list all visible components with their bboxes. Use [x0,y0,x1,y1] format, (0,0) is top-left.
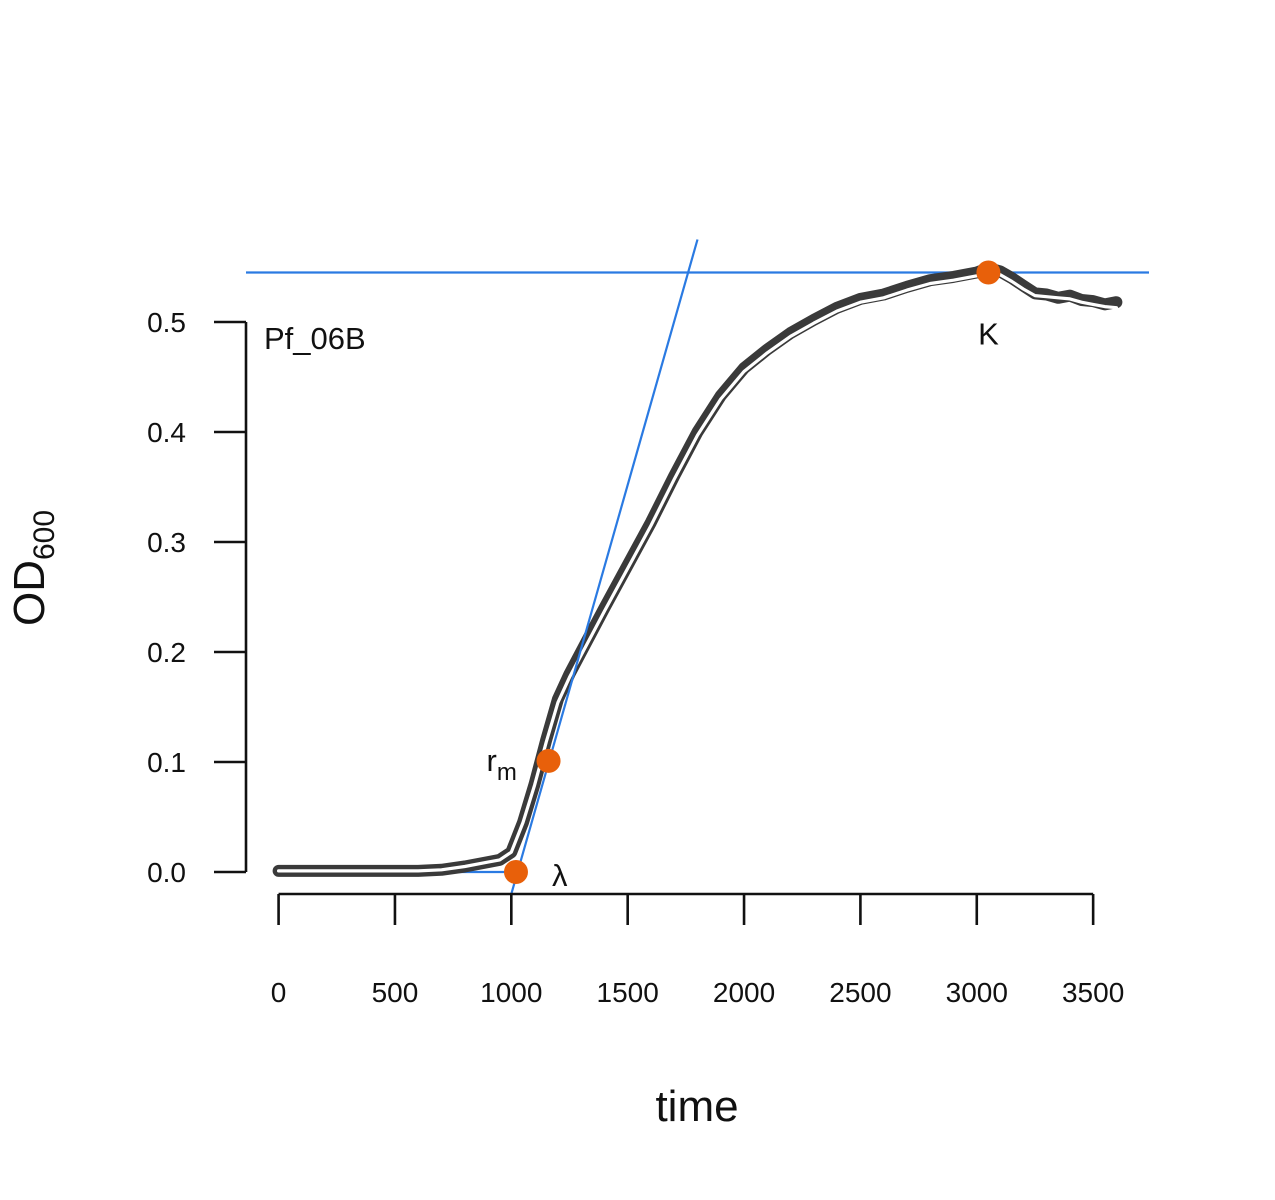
panel-label: Pf_06B [264,321,366,356]
x-tick-label: 1500 [597,977,659,1008]
y-tick-label: 0.5 [147,307,186,338]
key-point-label-lambda: λ [552,858,568,893]
x-tick-label: 2000 [713,977,775,1008]
y-axis-title-main: OD [5,560,54,626]
observed-series-line [272,262,1123,877]
fitted-series-line [277,270,1118,873]
key-point-rm [536,748,561,773]
x-axis: 0 500 1000 1500 2000 2500 3000 3500 [271,892,1124,1008]
x-tick-label: 2500 [829,977,891,1008]
x-tick-label: 0 [271,977,287,1008]
key-point-k [976,260,1001,285]
max-rate-tangent-line [510,239,699,895]
y-tick-label: 0.0 [147,857,186,888]
key-point-label-sub: m [497,759,517,786]
y-tick-label: 0.2 [147,637,186,668]
x-axis-title: time [655,1082,738,1131]
x-tick-label: 1000 [480,977,542,1008]
y-axis-title-subscript: 600 [28,510,61,560]
y-tick-label: 0.3 [147,527,186,558]
y-axis: 0.0 0.1 0.2 0.3 0.4 0.5 [147,307,248,888]
key-point-label-main: λ [552,858,568,893]
key-points-layer: rm λ K [487,260,1001,893]
key-point-label-rm: rm [487,743,517,786]
tangent-line-layer [510,239,699,895]
x-tick-label: 3000 [946,977,1008,1008]
y-tick-label: 0.1 [147,747,186,778]
data-series-layer [272,262,1123,877]
x-tick-label: 500 [372,977,419,1008]
key-point-label-main: r [487,743,497,778]
y-tick-label: 0.4 [147,417,186,448]
key-point-label-main: K [978,317,999,352]
y-axis-title: OD600 [5,510,61,626]
x-tick-label: 3500 [1062,977,1124,1008]
key-point-lambda [503,860,528,884]
key-point-label-k: K [978,317,999,352]
